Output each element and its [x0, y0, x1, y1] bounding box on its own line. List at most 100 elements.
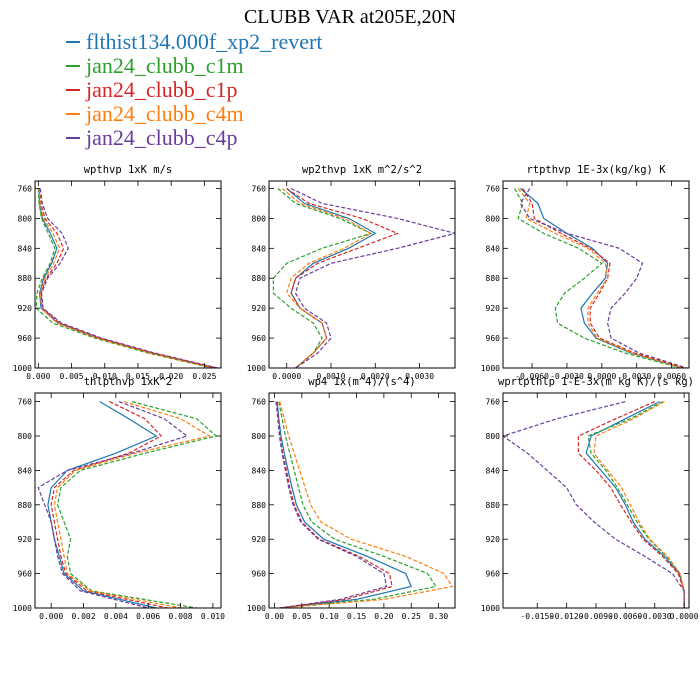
- y-tick-label: 840: [252, 244, 267, 253]
- x-tick-label: 0.0000: [272, 372, 301, 381]
- y-tick-label: 840: [18, 466, 33, 475]
- y-tick-label: 960: [486, 570, 501, 579]
- y-tick-label: 920: [486, 535, 501, 544]
- y-tick-label: 1000: [247, 604, 266, 613]
- y-tick-label: 800: [486, 214, 501, 223]
- series-line: [276, 401, 413, 608]
- series-line: [47, 401, 158, 608]
- x-tick-label: 0.00: [265, 612, 284, 621]
- legend: flthist134.000f_xp2_revert jan24_clubb_c1…: [66, 29, 322, 150]
- series-line: [520, 188, 684, 368]
- series-line: [39, 188, 217, 368]
- y-tick-label: 760: [486, 398, 501, 407]
- plot-frame: [502, 392, 690, 609]
- y-tick-label: 760: [252, 398, 267, 407]
- x-tick-label: 0.000: [26, 372, 50, 381]
- x-tick-label: 0.015: [126, 372, 150, 381]
- y-tick-label: 960: [18, 334, 33, 343]
- y-tick-label: 880: [486, 274, 501, 283]
- x-tick-label: 0.006: [136, 612, 160, 621]
- y-tick-label: 920: [252, 304, 267, 313]
- legend-entry: jan24_clubb_c1p: [66, 77, 322, 102]
- x-tick-label: 0.0060: [657, 372, 686, 381]
- legend-swatch: [66, 89, 80, 91]
- y-tick-label: 800: [18, 432, 33, 441]
- x-tick-label: -0.0150: [520, 612, 554, 621]
- chart-title: wprtpthlp 1-E-3x(m kg K)/(s kg): [498, 376, 694, 388]
- x-tick-label: 0.20: [374, 612, 393, 621]
- series-line: [37, 401, 189, 608]
- x-tick-label: 0.10: [320, 612, 339, 621]
- x-tick-label: -0.0030: [550, 372, 584, 381]
- legend-entry: jan24_clubb_c4p: [66, 125, 322, 150]
- x-tick-label: -0.0060: [515, 372, 549, 381]
- x-tick-label: -0.0060: [609, 612, 643, 621]
- x-tick-label: 0.0010: [317, 372, 346, 381]
- y-tick-label: 800: [18, 214, 33, 223]
- y-tick-label: 920: [486, 304, 501, 313]
- y-tick-label: 840: [486, 244, 501, 253]
- plot-frame: [268, 392, 456, 609]
- chart-title: thlpthvp 1xK^2: [84, 376, 173, 388]
- y-tick-label: 960: [18, 570, 33, 579]
- x-tick-label: 0.30: [429, 612, 448, 621]
- x-tick-label: 0.002: [71, 612, 95, 621]
- series-line: [38, 188, 214, 368]
- series-line: [585, 401, 685, 608]
- x-tick-label: 0.008: [169, 612, 193, 621]
- y-tick-label: 800: [252, 432, 267, 441]
- x-tick-label: 0.0020: [361, 372, 390, 381]
- series-line: [503, 401, 685, 608]
- x-tick-label: 0.000: [39, 612, 63, 621]
- legend-label: jan24_clubb_c4p: [86, 125, 238, 150]
- x-tick-label: 0.25: [402, 612, 421, 621]
- series-line: [38, 188, 215, 368]
- x-tick-label: 0.010: [93, 372, 117, 381]
- y-tick-label: 1000: [481, 604, 500, 613]
- x-tick-label: -0.0090: [579, 612, 613, 621]
- x-tick-label: 0.010: [201, 612, 225, 621]
- chart-panel: thlpthvp 1xK^2 760 800 840 880 920 960 1000 0.00…: [13, 376, 225, 621]
- chart-panel: wpthvp 1xK m/s76080084088092096010000.00…: [13, 164, 222, 381]
- chart-title: wpthvp 1xK m/s: [84, 164, 173, 176]
- legend-label: jan24_clubb_c4m: [86, 101, 244, 126]
- y-tick-label: 760: [486, 184, 501, 193]
- page-title: CLUBB VAR at205E,20N: [243, 6, 457, 28]
- series-line: [290, 187, 455, 368]
- series-line: [39, 188, 218, 368]
- chart-panel: wp2thvp 1xK m^2/s^2 760 800 840 880 920 960 100…: [247, 164, 456, 381]
- y-tick-label: 1000: [481, 364, 500, 373]
- legend-label: jan24_clubb_c1m: [86, 53, 244, 78]
- series-line: [53, 401, 212, 608]
- y-tick-label: 840: [486, 466, 501, 475]
- x-tick-label: 0.0000: [670, 612, 699, 621]
- x-tick-label: -0.0120: [550, 612, 584, 621]
- y-tick-label: 760: [18, 184, 33, 193]
- series-line: [593, 401, 685, 608]
- x-tick-label: 0.0000: [587, 372, 616, 381]
- series-line: [275, 401, 388, 608]
- y-tick-label: 960: [486, 334, 501, 343]
- legend-label: jan24_clubb_c1p: [86, 77, 238, 102]
- plot-frame: [34, 180, 222, 369]
- plot-frame: [34, 392, 222, 609]
- plot-frame: [268, 180, 456, 369]
- y-tick-label: 880: [486, 501, 501, 510]
- series-line: [281, 188, 373, 368]
- chart-title: wp2thvp 1xK m^2/s^2: [302, 164, 422, 176]
- series-line: [50, 401, 168, 608]
- x-tick-label: 0.025: [192, 372, 216, 381]
- legend-swatch: [66, 137, 80, 139]
- y-tick-label: 760: [18, 398, 33, 407]
- y-tick-label: 920: [252, 535, 267, 544]
- plot-frame: [502, 180, 690, 369]
- series-line: [272, 188, 373, 368]
- y-tick-label: 840: [252, 466, 267, 475]
- series-line: [577, 401, 685, 608]
- series-line: [278, 401, 437, 608]
- series-line: [276, 401, 393, 608]
- y-tick-label: 1000: [13, 364, 32, 373]
- y-tick-label: 880: [18, 501, 33, 510]
- legend-swatch: [66, 41, 80, 43]
